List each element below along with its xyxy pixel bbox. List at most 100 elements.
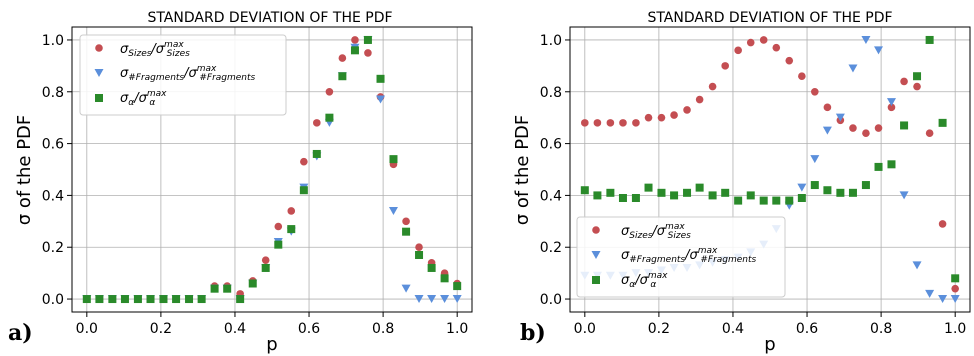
data-marks-b xyxy=(580,35,960,304)
x-tick-label: 0.2 xyxy=(648,321,670,337)
data-point-alpha xyxy=(146,295,155,304)
x-tick-label: 1.0 xyxy=(944,321,966,337)
data-point-fragments xyxy=(950,295,960,304)
data-point-sizes xyxy=(261,256,270,264)
data-point-alpha xyxy=(695,183,704,192)
data-point-sizes xyxy=(632,119,640,127)
data-point-sizes xyxy=(798,72,806,81)
x-ticks-b: 0.0 0.2 0.4 0.6 0.8 1.0 xyxy=(574,312,966,337)
data-point-sizes xyxy=(644,113,653,122)
data-point-alpha xyxy=(887,160,896,169)
data-point-sizes xyxy=(734,46,742,55)
data-point-alpha xyxy=(133,295,142,304)
series-sizes-b xyxy=(581,36,959,293)
data-point-sizes xyxy=(913,82,921,91)
data-point-alpha xyxy=(363,35,372,44)
data-point-alpha xyxy=(606,188,615,197)
data-point-alpha xyxy=(350,46,359,55)
x-tick-label: 0.6 xyxy=(796,321,818,337)
data-point-sizes xyxy=(785,56,794,65)
data-point-sizes xyxy=(862,129,870,138)
data-point-fragments xyxy=(376,95,386,104)
data-point-alpha xyxy=(197,295,206,304)
data-point-fragments xyxy=(401,284,411,293)
data-point-fragments xyxy=(797,183,807,192)
data-point-alpha xyxy=(900,121,909,130)
data-point-alpha xyxy=(836,188,845,197)
data-point-fragments xyxy=(810,155,820,164)
data-point-fragments xyxy=(414,295,424,304)
y-tick-label: 0.2 xyxy=(42,240,64,256)
data-point-alpha xyxy=(657,188,666,197)
data-point-alpha xyxy=(759,196,768,205)
data-point-alpha xyxy=(159,295,168,304)
y-tick-label: 0.4 xyxy=(42,188,64,204)
y-tick-label: 1.0 xyxy=(42,33,64,49)
panel-a: STANDARD DEVIATION OF THE PDF 0.0 0.2 0.4 0… xyxy=(8,10,473,355)
x-tick-label: 0.2 xyxy=(150,321,172,337)
data-point-alpha xyxy=(120,295,129,304)
data-point-fragments xyxy=(835,113,845,122)
chart-title-b: STANDARD DEVIATION OF THE PDF xyxy=(647,10,892,26)
plot-frame-b xyxy=(569,26,971,313)
x-tick-label: 0.0 xyxy=(574,321,596,337)
data-point-alpha xyxy=(299,186,308,195)
x-tick-label: 0.4 xyxy=(722,321,744,337)
data-point-alpha xyxy=(734,196,743,205)
data-point-fragments xyxy=(848,64,858,73)
plot-frame-a xyxy=(71,26,473,313)
data-point-sizes xyxy=(887,103,896,112)
y-tick-label: 0.0 xyxy=(42,292,64,308)
data-point-alpha xyxy=(925,35,934,44)
data-point-alpha xyxy=(210,284,219,293)
legend-box-a xyxy=(79,34,287,116)
data-point-sizes xyxy=(606,119,615,127)
data-point-alpha xyxy=(848,188,857,197)
data-point-alpha xyxy=(746,191,755,200)
data-point-alpha xyxy=(721,188,730,197)
data-point-fragments xyxy=(388,206,398,215)
data-point-alpha xyxy=(415,251,424,259)
data-point-alpha xyxy=(593,191,602,200)
data-point-fragments xyxy=(886,98,896,107)
data-point-sizes xyxy=(695,95,704,104)
data-point-sizes xyxy=(300,157,308,166)
data-point-sizes xyxy=(313,119,321,127)
data-point-sizes xyxy=(772,43,781,52)
data-point-alpha xyxy=(708,191,717,200)
data-point-alpha xyxy=(810,181,819,190)
data-point-fragments xyxy=(938,295,948,304)
y-tick-label: 0.0 xyxy=(540,292,562,308)
data-point-sizes xyxy=(351,36,359,44)
data-point-alpha xyxy=(644,183,653,192)
data-point-fragments xyxy=(427,295,437,304)
legend-marker-fragments-a xyxy=(94,69,104,77)
data-point-alpha xyxy=(631,194,640,202)
data-point-alpha xyxy=(376,74,385,83)
legend-marker-sizes-a xyxy=(95,44,103,52)
data-point-sizes xyxy=(619,119,627,127)
data-point-alpha xyxy=(683,188,692,197)
data-point-alpha xyxy=(338,72,347,81)
data-point-alpha xyxy=(287,225,296,234)
data-point-fragments xyxy=(925,289,935,298)
x-ticks-a: 0.0 0.2 0.4 0.6 0.8 1.0 xyxy=(76,312,468,337)
data-point-alpha xyxy=(312,149,321,158)
data-point-alpha xyxy=(453,282,462,291)
y-tick-label: 0.8 xyxy=(42,85,64,101)
data-point-alpha xyxy=(913,72,922,81)
y-tick-label: 0.8 xyxy=(540,85,562,101)
data-point-alpha xyxy=(440,274,449,283)
data-point-sizes xyxy=(925,129,934,138)
data-point-sizes xyxy=(951,284,959,293)
data-point-alpha xyxy=(938,118,947,127)
data-point-sizes xyxy=(325,87,334,96)
data-point-sizes xyxy=(849,124,857,132)
data-point-sizes xyxy=(415,243,423,252)
data-point-alpha xyxy=(785,196,794,205)
x-tick-label: 0.6 xyxy=(298,321,320,337)
x-tick-label: 1.0 xyxy=(446,321,468,337)
data-point-alpha xyxy=(82,295,91,304)
data-point-sizes xyxy=(402,217,410,226)
